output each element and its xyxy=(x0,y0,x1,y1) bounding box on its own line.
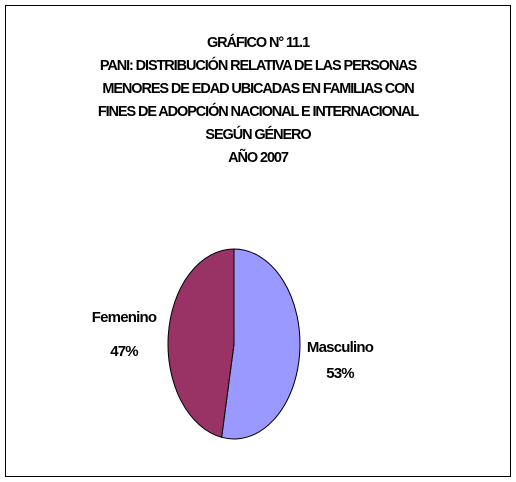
slice-percent-masculino: 53% xyxy=(326,365,354,382)
slice-percent-femenino: 47% xyxy=(110,343,138,360)
chart-title-line-5: SEGÚN GÉNERO xyxy=(205,127,311,143)
pie-slice-masculino xyxy=(221,248,301,440)
chart-title-line-1: GRÁFICO N° 11.1 xyxy=(206,35,310,51)
pie-slice-femenino xyxy=(167,248,235,438)
slice-label-femenino: Femenino xyxy=(92,309,157,326)
chart-title-line-6: AÑO 2007 xyxy=(228,150,289,166)
slice-label-masculino: Masculino xyxy=(307,339,374,356)
chart-title-line-2: PANI: DISTRIBUCIÓN RELATIVA DE LAS PERSO… xyxy=(99,58,417,74)
chart-title-line-4: FINES DE ADOPCIÓN NACIONAL E INTERNACION… xyxy=(97,104,419,120)
chart-title: GRÁFICO N° 11.1 PANI: DISTRIBUCIÓN RELAT… xyxy=(40,32,476,170)
chart-title-line-3: MENORES DE EDAD UBICADAS EN FAMILIAS CON xyxy=(102,81,414,97)
pie-labels: Masculino 53% Femenino 47% xyxy=(92,309,375,382)
pie-slices xyxy=(167,248,301,440)
